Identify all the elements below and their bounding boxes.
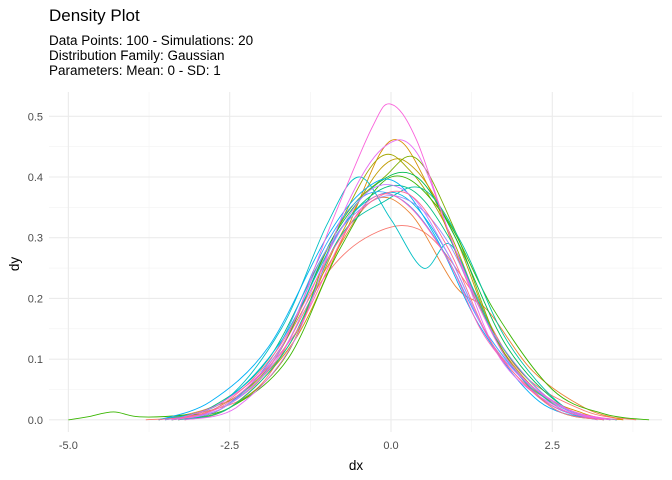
- x-tick-label: 0.0: [383, 440, 398, 452]
- y-tick-label: 0.0: [28, 415, 43, 427]
- grid-lines: [49, 92, 662, 432]
- y-tick-label: 0.1: [28, 354, 43, 366]
- x-tick-label: -2.5: [220, 440, 239, 452]
- density-line-3: [184, 139, 624, 421]
- y-tick-label: 0.5: [28, 111, 43, 123]
- series-layer: [68, 103, 650, 421]
- density-line-2: [158, 196, 624, 421]
- subtitle-line-3: Parameters: Mean: 0 - SD: 1: [49, 63, 221, 78]
- x-tick-label: 2.5: [545, 440, 560, 452]
- x-tick-label: -5.0: [59, 440, 78, 452]
- density-line-17: [184, 139, 611, 421]
- x-axis: -5.0 -2.5 0.0 2.5: [59, 440, 560, 452]
- density-line-13: [158, 178, 598, 421]
- density-line-16: [171, 184, 605, 421]
- subtitle-line-1: Data Points: 100 - Simulations: 20: [49, 33, 254, 48]
- x-axis-title: dx: [349, 458, 364, 473]
- chart-title: Density Plot: [49, 6, 140, 25]
- density-line-8: [171, 171, 617, 421]
- y-tick-label: 0.4: [28, 172, 43, 184]
- subtitle-line-2: Distribution Family: Gaussian: [49, 48, 225, 63]
- density-line-18: [171, 103, 617, 421]
- density-line-20: [158, 190, 605, 421]
- y-axis-title: dy: [7, 257, 22, 272]
- y-tick-label: 0.2: [28, 293, 43, 305]
- density-line-7: [68, 175, 650, 421]
- y-axis: 0.0 0.1 0.2 0.3 0.4 0.5: [28, 111, 43, 427]
- y-tick-label: 0.3: [28, 233, 43, 245]
